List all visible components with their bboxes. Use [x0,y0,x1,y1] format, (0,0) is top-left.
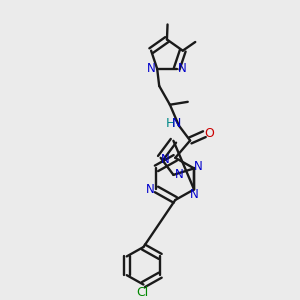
Text: N: N [172,117,181,130]
Text: Cl: Cl [136,286,149,299]
Text: N: N [147,62,156,75]
Text: N: N [178,62,187,75]
Text: N: N [161,153,170,166]
Text: N: N [174,168,183,181]
Text: N: N [146,183,154,196]
Text: N: N [190,188,198,201]
Text: H: H [166,117,176,130]
Text: O: O [204,127,214,140]
Text: N: N [194,160,203,173]
